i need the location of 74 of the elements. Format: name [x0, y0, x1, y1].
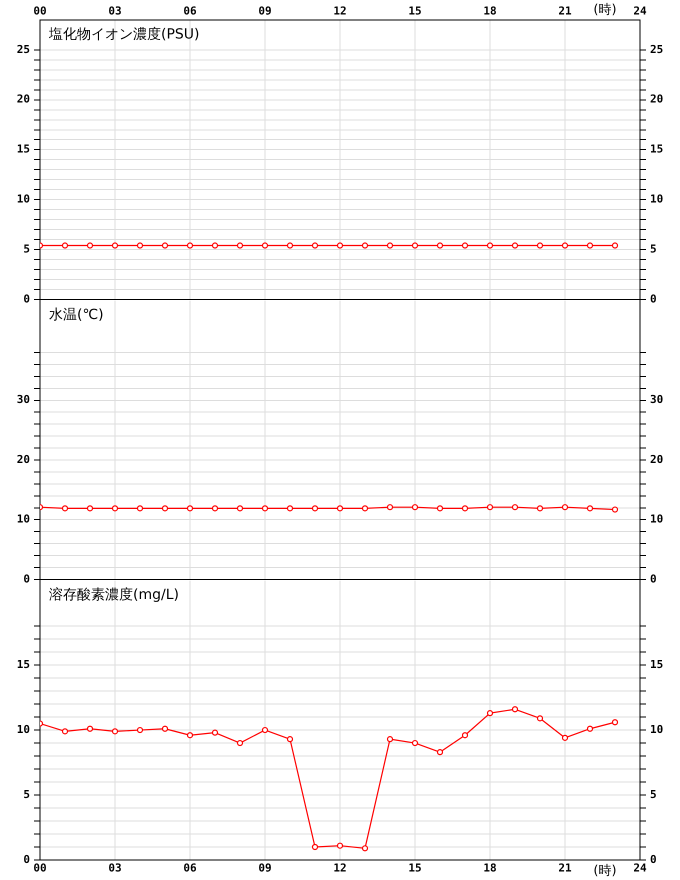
- point: [136, 726, 144, 734]
- x2-tick-label: 12: [333, 4, 347, 18]
- point: [212, 730, 218, 736]
- point: [236, 740, 244, 746]
- x2-tick-label: 03: [108, 4, 122, 18]
- y2-tick-label: 15: [650, 658, 664, 671]
- y-tick-label: 20: [16, 92, 30, 106]
- x-axis-title: (時): [593, 863, 617, 878]
- y-tick-label: 25: [16, 42, 30, 56]
- x2-tick-label: 18: [483, 4, 497, 18]
- x-tick-label: 03: [108, 861, 122, 874]
- x2-tick-label: 09: [258, 4, 272, 18]
- x-tick-label: 24: [633, 861, 647, 874]
- y2-tick-label: 5: [650, 788, 657, 801]
- y2-tick-label: 10: [650, 192, 664, 206]
- y2-tick-label: 0: [650, 572, 657, 586]
- x2-tick-label: 15: [408, 4, 422, 18]
- point: [312, 844, 318, 850]
- point: [112, 728, 118, 734]
- y2-tick-label: 5: [650, 242, 657, 256]
- y-tick-label: 0: [23, 572, 30, 586]
- x2-tick-label: 06: [183, 4, 197, 18]
- y2-tick-label: 15: [650, 142, 664, 156]
- y2-tick-label: 0: [650, 852, 657, 866]
- point: [286, 736, 294, 742]
- x2-axis-title: (時): [593, 2, 617, 18]
- y-tick-label: 20: [16, 452, 30, 466]
- y2-tick-label: 10: [650, 722, 664, 736]
- y2-tick-label: 10: [650, 512, 664, 526]
- y2-tick-label: 30: [650, 393, 664, 406]
- text: 水温(℃): [49, 307, 104, 324]
- y-tick-label: 30: [16, 393, 30, 406]
- y-tick-label: 10: [16, 512, 30, 526]
- y2-tick-label: 25: [650, 42, 664, 56]
- point: [162, 726, 168, 732]
- x-tick-label: 12: [333, 861, 347, 874]
- point: [186, 732, 194, 738]
- y-tick-label: 15: [16, 658, 30, 671]
- x2-tick-label: 21: [558, 4, 572, 18]
- point: [462, 732, 468, 738]
- y2-tick-label: 20: [650, 92, 664, 106]
- y-tick-label: 10: [16, 722, 30, 736]
- point: [86, 726, 94, 732]
- point: [412, 740, 418, 746]
- x-tick-label: 21: [558, 861, 572, 874]
- y2-tick-label: 0: [650, 292, 657, 306]
- y-tick-label: 5: [23, 788, 30, 801]
- y-tick-label: 0: [23, 852, 30, 866]
- x-tick-label: 09: [258, 861, 272, 874]
- x-tick-label: 06: [183, 861, 197, 874]
- x-tick-label: 15: [408, 861, 422, 874]
- point: [536, 715, 544, 722]
- x2-tick-label: 24: [633, 4, 647, 18]
- point: [362, 845, 368, 852]
- point: [386, 736, 394, 742]
- x-tick-label: 18: [483, 861, 497, 874]
- point: [436, 749, 444, 756]
- text: 塩化物イオン濃度(PSU): [48, 26, 200, 43]
- y-tick-label: 5: [23, 242, 30, 256]
- y2-tick-label: 20: [650, 452, 664, 466]
- y-tick-label: 10: [16, 192, 30, 206]
- x-tick-label: 00: [33, 861, 47, 874]
- point: [612, 719, 618, 726]
- y-tick-label: 0: [23, 292, 30, 306]
- point: [512, 706, 518, 712]
- point: [62, 728, 68, 734]
- text: 溶存酸素濃度(mg/L): [49, 587, 179, 604]
- point: [262, 726, 268, 734]
- point: [486, 710, 494, 716]
- point: [336, 842, 344, 849]
- point: [586, 726, 594, 732]
- x2-tick-label: 00: [33, 4, 47, 18]
- point: [562, 734, 568, 741]
- y-tick-label: 15: [16, 142, 30, 156]
